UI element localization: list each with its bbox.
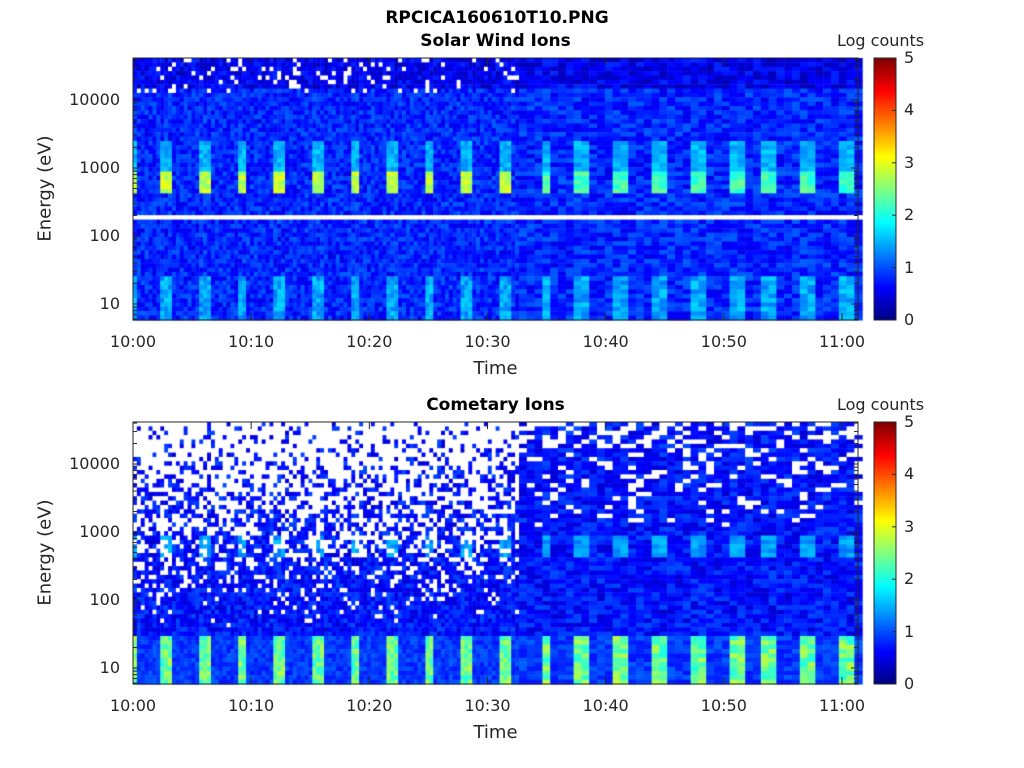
x-tick-label: 11:00 bbox=[818, 332, 866, 351]
x-tick-label: 10:10 bbox=[228, 332, 275, 351]
x-tick-label: 10:50 bbox=[700, 332, 747, 351]
colorbar-tick-label: 0 bbox=[904, 674, 915, 693]
colorbar-tick-label: 3 bbox=[904, 516, 915, 536]
colorbar-tick-label: 3 bbox=[904, 152, 915, 172]
x-tick-label: 10:10 bbox=[228, 696, 275, 715]
figure-title: RPCICA160610T10.PNG bbox=[385, 8, 609, 28]
x-tick-label: 10:30 bbox=[464, 332, 511, 351]
y-tick-label: 100 bbox=[89, 226, 120, 245]
x-axis-label: Time bbox=[473, 358, 518, 379]
colorbar-tick-label: 1 bbox=[904, 257, 915, 277]
colorbar bbox=[873, 57, 897, 321]
x-tick-label: 10:00 bbox=[109, 696, 157, 715]
colorbar-tick-label: 5 bbox=[904, 412, 915, 431]
plot-frame bbox=[132, 57, 859, 321]
colorbar-tick-label: 4 bbox=[904, 100, 915, 120]
y-tick-label: 1000 bbox=[79, 522, 120, 541]
colorbar-tick-label: 2 bbox=[904, 205, 915, 225]
panel-title: Cometary Ions bbox=[426, 395, 565, 415]
y-tick-label: 10000 bbox=[69, 454, 120, 473]
x-tick-label: 10:20 bbox=[346, 696, 393, 715]
colorbar-tick-label: 5 bbox=[904, 48, 915, 67]
y-axis-label: Energy (eV) bbox=[34, 499, 56, 606]
x-tick-label: 10:50 bbox=[700, 696, 747, 715]
x-tick-label: 10:00 bbox=[109, 332, 157, 351]
colorbar-tick-label: 1 bbox=[904, 621, 915, 641]
x-tick-label: 10:40 bbox=[582, 332, 629, 351]
y-tick-label: 100 bbox=[89, 590, 120, 609]
y-tick-label: 1000 bbox=[79, 158, 120, 177]
colorbar-label: Log counts bbox=[837, 395, 925, 414]
colorbar-tick-label: 0 bbox=[904, 310, 915, 329]
plot-frame bbox=[132, 421, 859, 685]
colorbar-tick-label: 4 bbox=[904, 464, 915, 484]
y-axis-label: Energy (eV) bbox=[34, 135, 56, 242]
colorbar bbox=[873, 421, 897, 685]
colorbar-tick-label: 2 bbox=[904, 569, 915, 589]
x-axis-label: Time bbox=[473, 722, 518, 743]
x-tick-label: 10:20 bbox=[346, 332, 393, 351]
colorbar-label: Log counts bbox=[837, 31, 925, 50]
panel-title: Solar Wind Ions bbox=[420, 31, 571, 51]
x-tick-label: 10:40 bbox=[582, 696, 629, 715]
x-tick-label: 11:00 bbox=[818, 696, 866, 715]
y-tick-label: 10 bbox=[99, 658, 120, 677]
y-tick-label: 10 bbox=[99, 294, 120, 313]
x-tick-label: 10:30 bbox=[464, 696, 511, 715]
y-tick-label: 10000 bbox=[69, 90, 120, 109]
